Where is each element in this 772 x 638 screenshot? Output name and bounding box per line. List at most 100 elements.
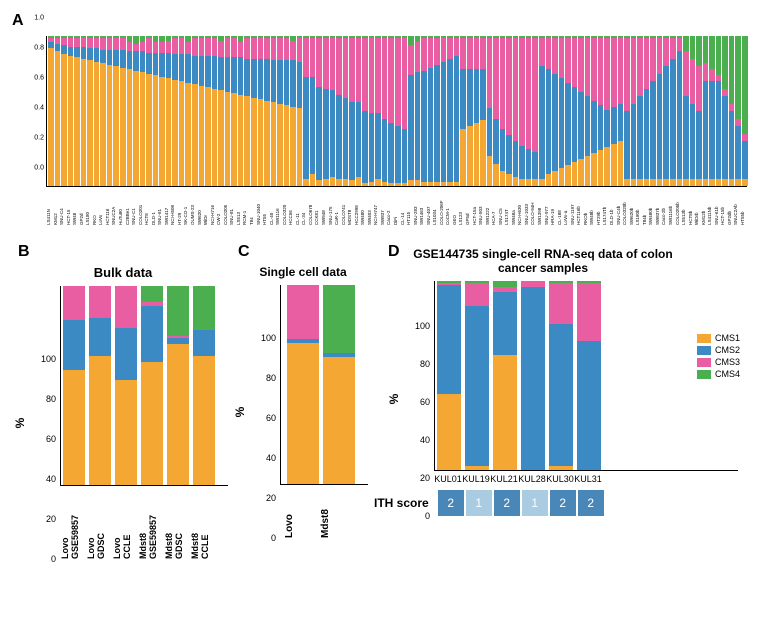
panel-c-bar bbox=[323, 285, 355, 484]
bar-segment bbox=[521, 287, 545, 470]
panel-d-xlabel: KUL21 bbox=[490, 474, 518, 484]
panel-a: A 0.00.20.40.60.81.0 LS411NKM12SNU-C4HCT… bbox=[12, 12, 760, 225]
panel-a-xlabel: SW1398 bbox=[537, 187, 544, 225]
panel-a-xlabels: LS411NKM12SNU-C4HCT-15SW48GP2dLS180RKOLo… bbox=[46, 187, 746, 225]
panel-d-bar bbox=[493, 281, 517, 470]
panel-b-bar bbox=[193, 286, 215, 485]
bar-segment bbox=[287, 285, 319, 339]
legend-item: CMS4 bbox=[697, 369, 740, 379]
panel-b-bar bbox=[167, 286, 189, 485]
panel-c-yaxis: 020406080100 bbox=[254, 285, 278, 538]
panel-a-xlabel: HuTu80 bbox=[118, 187, 125, 225]
panel-b-chart bbox=[60, 286, 228, 486]
bar-segment bbox=[63, 320, 85, 370]
panel-b-xlabel: LovoGDSC bbox=[86, 489, 112, 559]
panel-c: C Single cell data % 020406080100 LovoMd… bbox=[238, 243, 368, 538]
ytick: 0 bbox=[51, 554, 56, 564]
panel-a-xlabel: HT55b bbox=[740, 187, 747, 225]
legend-swatch bbox=[697, 346, 711, 355]
panel-b: B Bulk data % 020406080100 LovoGSE59857L… bbox=[18, 243, 228, 559]
bar-segment bbox=[465, 306, 489, 467]
panel-c-ylabel: % bbox=[233, 406, 247, 417]
bar-segment bbox=[287, 343, 319, 484]
panel-b-xlabel: Mdst8GSE59857 bbox=[138, 489, 164, 559]
ith-cells: 212122 bbox=[437, 490, 605, 516]
panel-b-bar bbox=[89, 286, 111, 485]
panel-c-xlabels: LovoMdst8 bbox=[280, 488, 368, 538]
ytick: 60 bbox=[266, 413, 276, 423]
bar-segment bbox=[493, 355, 517, 470]
ith-cell: 2 bbox=[494, 490, 520, 516]
bar-segment bbox=[89, 286, 111, 318]
bar-segment bbox=[193, 286, 215, 330]
panel-a-xlabel: SW480 bbox=[360, 187, 367, 225]
ytick: 20 bbox=[420, 473, 430, 483]
panel-c-label: C bbox=[238, 243, 368, 261]
panel-b-yaxis: 020406080100 bbox=[34, 286, 58, 559]
ith-cell: 2 bbox=[550, 490, 576, 516]
panel-d-bar bbox=[465, 281, 489, 470]
ytick: 0 bbox=[425, 511, 430, 521]
bar-segment bbox=[742, 141, 748, 179]
legend-swatch bbox=[697, 358, 711, 367]
panel-a-xlabel: HT115 bbox=[406, 187, 413, 225]
panel-b-xlabels: LovoGSE59857LovoGDSCLovoCCLEMdst8GSE5985… bbox=[60, 489, 228, 559]
panel-b-bar bbox=[115, 286, 137, 485]
bar-segment bbox=[141, 362, 163, 485]
panel-a-xlabel: LS411N bbox=[46, 187, 53, 225]
panel-a-xlabel: HCA-7 bbox=[491, 187, 498, 225]
panel-a-xlabel: SNU-61 bbox=[157, 187, 164, 225]
bottom-row: B Bulk data % 020406080100 LovoGSE59857L… bbox=[12, 243, 760, 559]
panel-a-xlabel: LS180 bbox=[85, 187, 92, 225]
panel-a-yaxis: 0.00.20.40.60.81.0 bbox=[12, 18, 46, 168]
panel-b-xlabel: LovoGSE59857 bbox=[60, 489, 86, 559]
bar-segment bbox=[323, 357, 355, 484]
bar-segment bbox=[63, 286, 85, 320]
bar-segment bbox=[115, 380, 137, 485]
panel-a-xlabel: SW48b bbox=[589, 187, 596, 225]
panel-d-xlabel: KUL31 bbox=[574, 474, 602, 484]
panel-a-xlabel: HCC56 bbox=[288, 187, 295, 225]
panel-a-xlabel: SW948 bbox=[321, 187, 328, 225]
bar-segment bbox=[89, 318, 111, 356]
panel-a-xlabel: WiDrb bbox=[694, 187, 701, 225]
panel-d-xlabel: KUL19 bbox=[462, 474, 490, 484]
legend-label: CMS3 bbox=[715, 357, 740, 367]
panel-d-bar bbox=[437, 281, 461, 470]
ytick: 40 bbox=[46, 474, 56, 484]
ytick: 0.6 bbox=[34, 75, 44, 82]
panel-b-title: Bulk data bbox=[18, 265, 228, 280]
bar-segment bbox=[323, 285, 355, 353]
panel-c-xlabel: Mdst8 bbox=[320, 488, 356, 538]
panel-b-xlabel: Mdst8CCLE bbox=[190, 489, 216, 559]
panel-a-xlabel: MDST8 bbox=[347, 187, 354, 225]
ytick: 40 bbox=[266, 453, 276, 463]
panel-a-xlabel: SNU-C1 bbox=[131, 187, 138, 225]
panel-d-xlabel: KUL01 bbox=[434, 474, 462, 484]
panel-b-bar bbox=[63, 286, 85, 485]
panel-a-xlabel: HT55 bbox=[262, 187, 269, 225]
bar-segment bbox=[193, 330, 215, 356]
panel-a-xlabel: HCT-15b bbox=[720, 187, 727, 225]
bar-segment bbox=[742, 179, 748, 187]
panel-a-bar bbox=[741, 36, 748, 186]
ytick: 0.4 bbox=[34, 105, 44, 112]
ytick: 80 bbox=[420, 359, 430, 369]
bar-segment bbox=[437, 394, 461, 470]
ytick: 80 bbox=[46, 394, 56, 404]
panel-a-xlabel: COLO320b bbox=[622, 187, 629, 225]
panel-d-bar bbox=[549, 281, 573, 470]
ytick: 100 bbox=[41, 354, 56, 364]
panel-a-xlabel: CaR-1 bbox=[334, 187, 341, 225]
panel-d: D GSE144735 single-cell RNA-seq data of … bbox=[388, 243, 738, 516]
panel-a-xlabel: NCI-H630 bbox=[517, 187, 524, 225]
bar-segment bbox=[549, 283, 573, 325]
ytick: 0.8 bbox=[34, 45, 44, 52]
panel-c-title: Single cell data bbox=[238, 265, 368, 279]
bar-segment bbox=[465, 283, 489, 306]
panel-a-xlabel: SW1116b bbox=[668, 187, 675, 225]
panel-a-xlabel: CL-34 bbox=[301, 187, 308, 225]
panel-a-xlabel: LS411Nb bbox=[707, 187, 714, 225]
ytick: 60 bbox=[46, 434, 56, 444]
bar-segment bbox=[115, 286, 137, 328]
